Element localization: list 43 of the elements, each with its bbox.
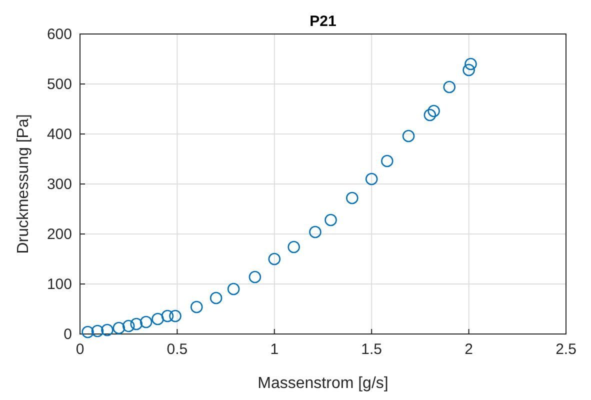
y-tick-label: 400: [46, 126, 72, 143]
y-tick-label: 600: [46, 26, 72, 43]
x-tick-label: 0: [76, 341, 84, 358]
point: [428, 104, 440, 118]
point: [365, 172, 378, 186]
y-axis-title: Druckmessung [Pa]: [15, 114, 32, 254]
point: [152, 312, 164, 326]
point: [464, 58, 477, 70]
y-tick-label: 300: [46, 176, 72, 193]
point: [161, 310, 174, 322]
chart-title: P21: [310, 13, 336, 30]
y-tick-label: 0: [64, 326, 72, 343]
y-tick-label: 500: [46, 76, 72, 93]
point: [122, 320, 135, 332]
point: [112, 322, 126, 334]
point: [248, 270, 262, 284]
point: [140, 316, 152, 328]
point: [268, 252, 281, 266]
point: [309, 226, 322, 238]
point: [443, 80, 456, 94]
point: [210, 292, 222, 304]
point: [190, 300, 203, 314]
y-tick-label: 100: [46, 276, 72, 293]
point: [402, 130, 415, 142]
x-tick-label: 1.5: [361, 341, 382, 358]
point: [169, 310, 182, 322]
point: [91, 324, 104, 338]
x-tick-label: 1: [270, 341, 279, 358]
x-tick-label: 0.5: [166, 341, 188, 358]
x-axis-title: Massenstrom [g/s]: [258, 375, 388, 392]
x-tick-label: 2.5: [556, 341, 576, 358]
y-tick-label: 200: [46, 226, 72, 243]
point: [381, 154, 394, 168]
point: [424, 108, 436, 122]
point: [130, 318, 143, 330]
point: [101, 324, 114, 336]
point: [82, 326, 94, 338]
point: [324, 214, 337, 226]
x-tick-label: 2: [464, 341, 473, 358]
point: [462, 64, 475, 76]
point: [227, 282, 240, 296]
point: [288, 240, 300, 254]
point: [346, 192, 358, 204]
